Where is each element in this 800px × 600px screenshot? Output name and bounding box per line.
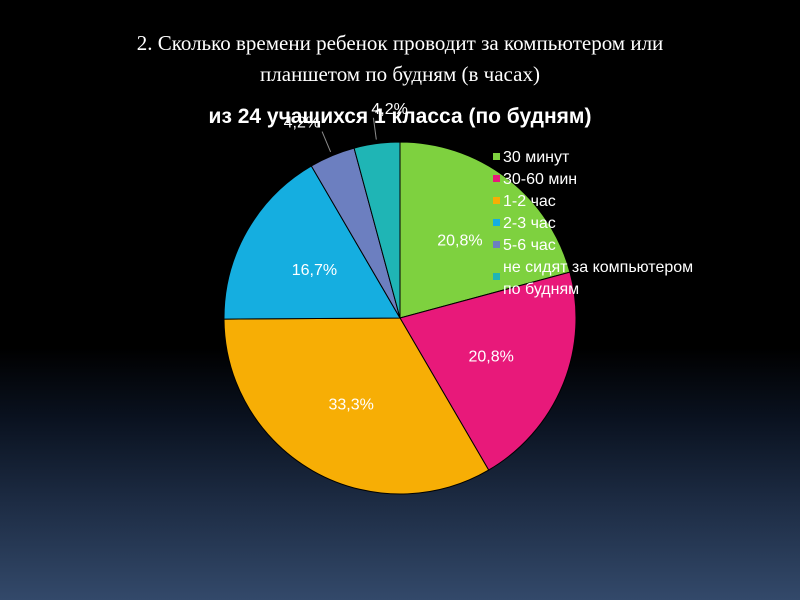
pie-slice-6 bbox=[353, 141, 401, 319]
data-label-1: 20,8% bbox=[437, 233, 482, 250]
legend-item-5: 5-6 час bbox=[503, 237, 556, 254]
legend-swatch-2 bbox=[493, 175, 500, 182]
leader-line-5 bbox=[321, 131, 332, 153]
slide-title: 2. Сколько времени ребенок проводит за к… bbox=[40, 28, 760, 90]
chart-legend: 30 минут 30-60 мин 1-2 час 2-3 час 5-6 час не… bbox=[493, 149, 693, 298]
legend-item-3: 1-2 час bbox=[503, 193, 556, 210]
pie-labels: 20,8% 20,8% 33,3% 16,7% 4,2% 4,2% bbox=[284, 101, 514, 414]
slide-title-line-2: планшетом по будням (в часах) bbox=[260, 62, 540, 86]
data-label-3: 33,3% bbox=[329, 397, 374, 414]
data-label-4: 16,7% bbox=[292, 262, 337, 279]
pie-slices bbox=[223, 141, 577, 495]
pie-slice-4 bbox=[223, 165, 401, 320]
legend-swatch-5 bbox=[493, 241, 500, 248]
legend-item-6: не сидят за компьютером по будням bbox=[503, 259, 693, 298]
legend-swatch-6 bbox=[493, 273, 500, 280]
data-label-6: 4,2% bbox=[371, 101, 407, 118]
legend-swatch-4 bbox=[493, 219, 500, 226]
pie-slice-1 bbox=[399, 141, 571, 319]
legend-item-1: 30 минут bbox=[503, 149, 570, 166]
legend-swatch-3 bbox=[493, 197, 500, 204]
legend-swatch-1 bbox=[493, 153, 500, 160]
pie-slice-3 bbox=[223, 317, 490, 495]
leader-line-6 bbox=[372, 117, 377, 140]
pie-slice-2 bbox=[399, 271, 577, 471]
legend-item-4: 2-3 час bbox=[503, 215, 556, 232]
data-label-2: 20,8% bbox=[469, 348, 514, 365]
legend-item-2: 30-60 мин bbox=[503, 171, 577, 188]
slide-title-line-1: 2. Сколько времени ребенок проводит за к… bbox=[136, 31, 664, 55]
data-label-5: 4,2% bbox=[284, 115, 320, 132]
chart-title: из 24 учащихся 1 класса (по будням) bbox=[209, 105, 592, 128]
